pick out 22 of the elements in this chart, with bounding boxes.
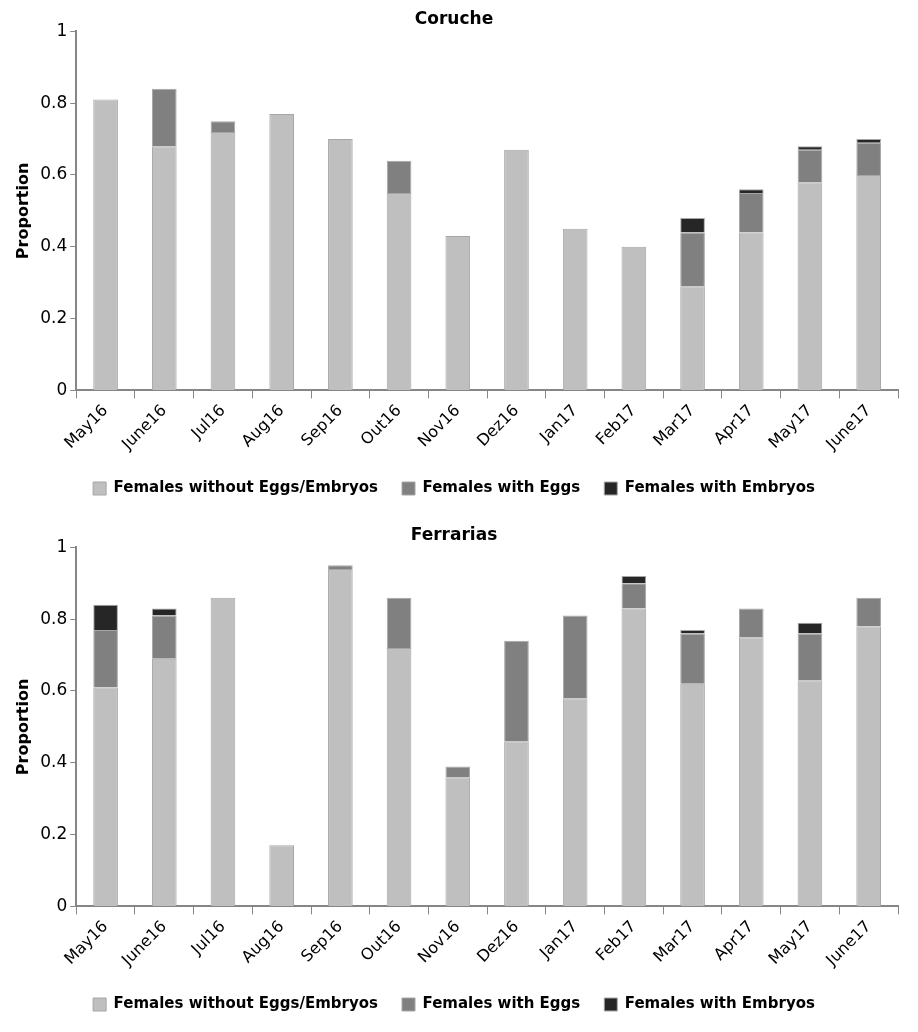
legend-label: Females with Eggs bbox=[422, 994, 581, 1013]
legend-label: Females with Embryos bbox=[624, 994, 815, 1013]
y-axis-title: Proportion bbox=[12, 678, 32, 776]
y-tick-label: 1 bbox=[56, 19, 68, 40]
y-tick-label: 0.8 bbox=[40, 91, 68, 112]
y-tick-label: 0.6 bbox=[40, 163, 68, 184]
legend-label: Females with Eggs bbox=[422, 478, 581, 497]
legend-label: Females without Eggs/Embryos bbox=[113, 478, 379, 497]
y-tick-label: 0.4 bbox=[40, 751, 68, 772]
chart-title: Ferrarias bbox=[410, 523, 498, 544]
y-tick-label: 0.2 bbox=[40, 307, 68, 328]
y-tick-label: 0.2 bbox=[40, 823, 68, 844]
y-tick-label: 0 bbox=[56, 378, 68, 399]
y-axis-title: Proportion bbox=[12, 162, 32, 260]
y-tick-label: 0 bbox=[56, 894, 68, 915]
chart-title: Coruche bbox=[414, 7, 494, 28]
legend-label: Females without Eggs/Embryos bbox=[113, 994, 379, 1013]
y-tick-label: 0.4 bbox=[40, 235, 68, 256]
legend-label: Females with Embryos bbox=[624, 478, 815, 497]
y-tick-label: 1 bbox=[56, 535, 68, 556]
y-tick-label: 0.6 bbox=[40, 679, 68, 700]
y-tick-label: 0.8 bbox=[40, 607, 68, 628]
